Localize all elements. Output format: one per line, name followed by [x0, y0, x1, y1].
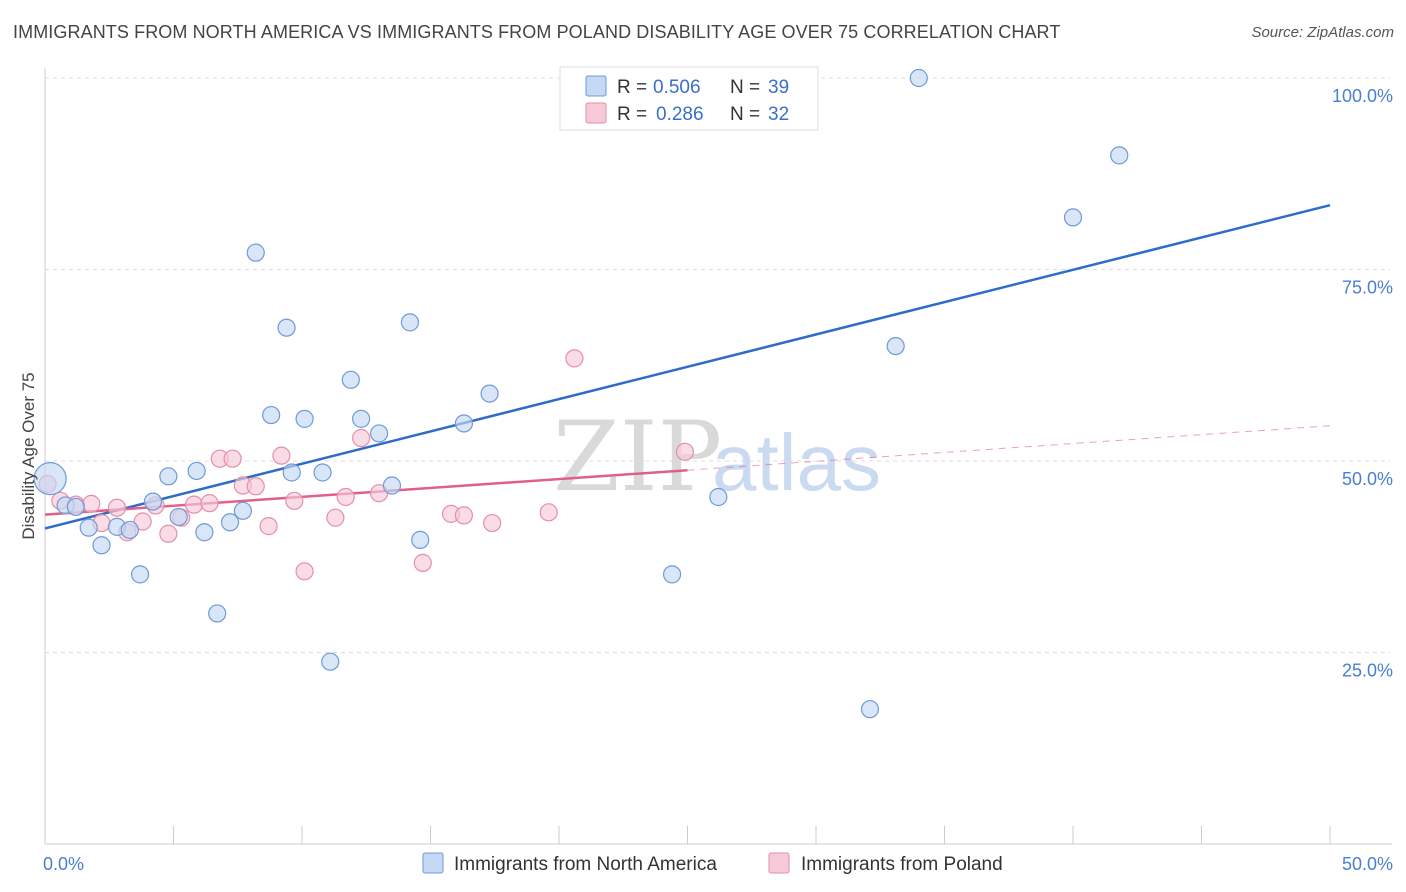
- legend-swatch-north-america: [585, 75, 607, 97]
- legend-r-label: R =: [617, 77, 647, 98]
- point-north-america: [662, 565, 682, 584]
- trend-line: [44, 203, 1331, 530]
- point-north-america: [454, 414, 474, 433]
- legend-n-label: N =: [730, 104, 760, 125]
- point-poland: [675, 442, 695, 461]
- legend: R = 0.506 N = 39 R = 0.286 N = 32: [559, 66, 819, 131]
- legend-n-label: N =: [730, 77, 760, 98]
- legend-r-value: 0.506: [653, 77, 701, 98]
- point-poland: [454, 506, 474, 525]
- x-tick-label: 0.0%: [43, 854, 84, 874]
- watermark: ZIP atlas: [553, 401, 881, 513]
- data-points: [33, 68, 1129, 719]
- point-north-america: [143, 492, 163, 511]
- point-north-america: [169, 507, 188, 527]
- y-axis-label: Disability Age Over 75: [19, 372, 38, 539]
- legend-r-label: R =: [617, 104, 647, 125]
- point-poland: [413, 553, 432, 572]
- point-north-america: [277, 318, 296, 337]
- point-north-america: [341, 370, 360, 389]
- trend-line: [687, 425, 1331, 471]
- point-poland: [223, 449, 242, 468]
- point-poland: [107, 498, 127, 517]
- point-north-america: [382, 476, 402, 495]
- legend-n-value: 32: [768, 104, 789, 125]
- y-tick-label: 25.0%: [1342, 661, 1393, 681]
- point-poland: [295, 562, 314, 581]
- point-poland: [259, 517, 278, 536]
- point-north-america: [370, 424, 389, 443]
- point-north-america: [282, 463, 301, 482]
- point-poland: [272, 446, 291, 465]
- x-tick-label: 50.0%: [1342, 854, 1393, 874]
- point-north-america: [886, 337, 905, 356]
- point-poland: [159, 524, 178, 543]
- y-tick-label: 50.0%: [1342, 469, 1393, 489]
- point-poland: [336, 487, 355, 507]
- point-poland: [200, 494, 219, 513]
- source-label: Source: ZipAtlas.com: [1251, 24, 1394, 41]
- series-legend-label: Immigrants from North America: [454, 854, 717, 875]
- point-poland: [82, 494, 101, 513]
- point-north-america: [480, 384, 499, 403]
- point-poland: [326, 508, 345, 527]
- chart-title: IMMIGRANTS FROM NORTH AMERICA VS IMMIGRA…: [13, 22, 1061, 42]
- point-north-america: [295, 409, 314, 428]
- y-tick-label: 75.0%: [1342, 278, 1393, 298]
- point-north-america: [208, 604, 227, 623]
- point-north-america: [321, 652, 340, 671]
- point-north-america: [411, 530, 430, 549]
- point-poland: [539, 503, 558, 522]
- point-north-america: [79, 518, 98, 537]
- x-tick-labels: 0.0% 50.0%: [43, 854, 1393, 874]
- point-north-america: [709, 487, 728, 507]
- point-north-america: [352, 409, 371, 428]
- point-poland: [285, 491, 304, 510]
- axes: [44, 68, 1392, 845]
- point-north-america: [262, 405, 281, 425]
- point-north-america: [92, 536, 111, 555]
- point-poland: [352, 428, 371, 448]
- point-north-america: [400, 313, 420, 332]
- point-north-america: [1063, 208, 1083, 227]
- point-poland: [483, 513, 502, 533]
- point-north-america: [909, 68, 928, 88]
- legend-r-value: 0.286: [656, 104, 704, 125]
- point-north-america: [233, 501, 252, 520]
- point-poland: [565, 349, 584, 368]
- point-north-america: [860, 700, 880, 719]
- point-north-america: [130, 565, 150, 584]
- point-north-america: [33, 462, 67, 496]
- series-legend-swatch-poland: [768, 852, 790, 874]
- point-north-america: [195, 523, 214, 542]
- point-north-america: [1110, 146, 1129, 165]
- watermark-zip: ZIP: [553, 401, 722, 513]
- point-north-america: [120, 520, 139, 540]
- point-north-america: [66, 497, 85, 517]
- y-tick-labels: 25.0% 50.0% 75.0% 100.0%: [1332, 86, 1393, 681]
- point-north-america: [313, 463, 332, 482]
- gridlines: [45, 77, 1390, 653]
- point-north-america: [159, 467, 178, 486]
- y-tick-label: 100.0%: [1332, 86, 1393, 106]
- point-poland: [246, 477, 265, 496]
- series-legend: Immigrants from North America Immigrants…: [422, 852, 1003, 875]
- legend-n-value: 39: [768, 77, 789, 98]
- legend-swatch-poland: [585, 102, 607, 124]
- point-north-america: [220, 513, 240, 532]
- series-legend-label: Immigrants from Poland: [801, 854, 1003, 875]
- point-poland: [133, 512, 152, 531]
- point-north-america: [187, 461, 206, 481]
- point-north-america: [246, 243, 265, 262]
- series-legend-swatch-north-america: [422, 852, 444, 874]
- point-poland: [184, 495, 204, 514]
